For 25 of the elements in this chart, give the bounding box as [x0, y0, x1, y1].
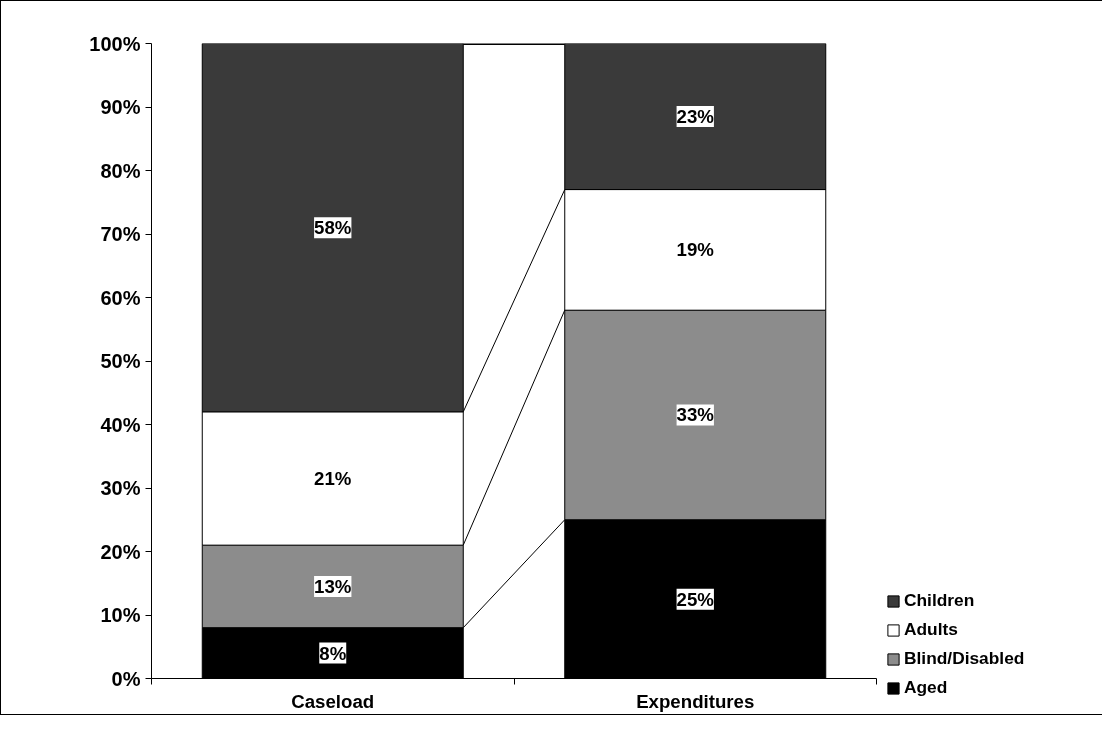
y-tick-label: 80% — [100, 159, 141, 182]
y-tick-label: 100% — [89, 32, 141, 55]
y-tick-label: 50% — [100, 350, 141, 372]
legend-label: Aged — [904, 677, 948, 698]
data-label: 23% — [676, 106, 715, 128]
data-label: 33% — [676, 404, 715, 426]
x-tick-label: Expenditures — [636, 690, 755, 712]
y-tick-label: 70% — [100, 223, 141, 245]
data-label: 21% — [314, 467, 352, 489]
y-tick-label: 90% — [100, 96, 141, 118]
y-tick-label: 60% — [100, 286, 141, 309]
legend-label: Adults — [904, 619, 958, 640]
y-tick-label: 30% — [100, 477, 141, 499]
data-label: 19% — [676, 239, 715, 261]
y-tick-label: 20% — [100, 540, 141, 563]
legend-label: Blind/Disabled — [904, 648, 1025, 669]
data-label: 13% — [314, 575, 352, 597]
data-label: 58% — [314, 217, 352, 239]
y-tick-label: 40% — [100, 413, 141, 436]
data-label: 25% — [676, 588, 715, 610]
data-label: 8% — [319, 642, 347, 664]
y-tick-label: 0% — [111, 667, 141, 690]
x-tick-label: Caseload — [291, 690, 375, 712]
y-tick-label: 10% — [100, 604, 141, 626]
legend-label: Children — [904, 590, 975, 611]
